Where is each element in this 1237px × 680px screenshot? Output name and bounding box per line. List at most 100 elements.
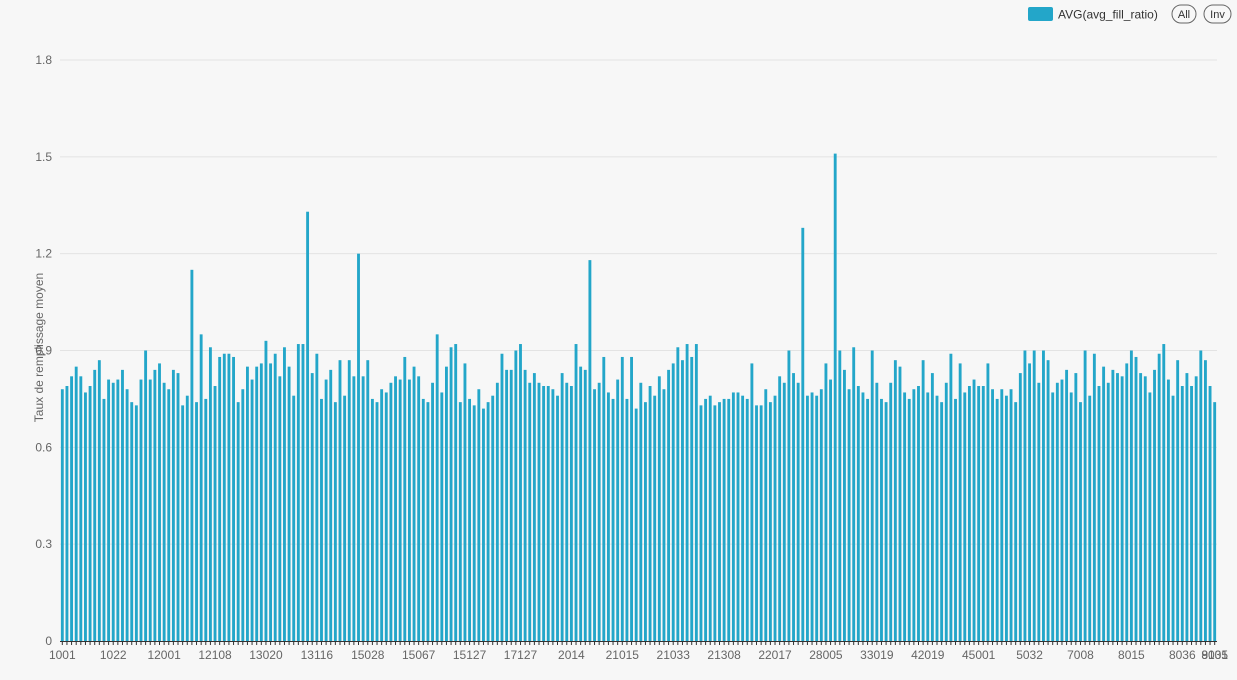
bar[interactable] [407, 379, 411, 641]
bar[interactable] [893, 360, 897, 641]
legend[interactable]: AVG(avg_fill_ratio) All Inv [1028, 4, 1232, 24]
bar[interactable] [1204, 360, 1207, 641]
bar[interactable] [74, 366, 78, 641]
bar[interactable] [79, 376, 83, 641]
bar[interactable] [639, 382, 643, 641]
bar[interactable] [722, 398, 726, 641]
bar[interactable] [310, 373, 314, 641]
bar[interactable] [148, 379, 152, 641]
bar[interactable] [144, 350, 148, 642]
bar[interactable] [532, 373, 536, 641]
bar[interactable] [1046, 360, 1050, 641]
bar[interactable] [320, 398, 323, 641]
bar[interactable] [259, 363, 263, 641]
legend-label[interactable]: AVG(avg_fill_ratio) [1058, 8, 1158, 22]
bar[interactable] [782, 382, 786, 641]
bar[interactable] [986, 363, 990, 641]
bar[interactable] [537, 382, 541, 641]
bar[interactable] [644, 402, 647, 641]
bar[interactable] [167, 389, 171, 641]
bar[interactable] [130, 402, 134, 641]
bar[interactable] [273, 353, 277, 641]
bar[interactable] [394, 376, 397, 641]
bar[interactable] [1116, 373, 1119, 641]
bar[interactable] [745, 398, 749, 641]
bar[interactable] [264, 340, 268, 641]
bar[interactable] [477, 389, 481, 641]
bar[interactable] [949, 353, 953, 641]
bar[interactable] [676, 347, 680, 641]
bar[interactable] [1134, 356, 1138, 641]
bar[interactable] [731, 392, 735, 641]
bar[interactable] [768, 402, 772, 641]
bar[interactable] [296, 344, 300, 641]
bar[interactable] [699, 405, 703, 641]
bar[interactable] [764, 389, 768, 641]
bar[interactable] [630, 356, 633, 641]
bar[interactable] [1004, 395, 1008, 641]
bar[interactable] [380, 389, 384, 641]
legend-invert-label[interactable]: Inv [1210, 9, 1225, 21]
bar[interactable] [269, 363, 273, 641]
bar[interactable] [449, 347, 453, 641]
bar[interactable] [500, 353, 504, 641]
bar[interactable] [426, 402, 430, 641]
bar[interactable] [542, 386, 546, 641]
bar[interactable] [278, 376, 282, 641]
bar[interactable] [852, 347, 856, 641]
bar[interactable] [838, 350, 842, 642]
bar[interactable] [176, 373, 180, 641]
bar[interactable] [1157, 353, 1161, 641]
bar[interactable] [162, 382, 166, 641]
bar[interactable] [347, 360, 351, 641]
bar[interactable] [158, 363, 161, 641]
bar[interactable] [787, 350, 791, 642]
bar[interactable] [995, 398, 999, 641]
bar[interactable] [315, 353, 319, 641]
bar[interactable] [352, 376, 356, 641]
bar[interactable] [519, 344, 522, 641]
bar[interactable] [856, 386, 860, 641]
bar[interactable] [111, 382, 115, 641]
bar[interactable] [963, 392, 967, 641]
bar[interactable] [981, 386, 985, 641]
bar[interactable] [958, 363, 962, 641]
bar[interactable] [912, 389, 916, 641]
bar[interactable] [102, 398, 106, 641]
bar[interactable] [907, 398, 911, 641]
bar[interactable] [944, 382, 948, 641]
bar[interactable] [139, 379, 143, 641]
bar[interactable] [833, 153, 837, 642]
bar[interactable] [241, 389, 245, 641]
bar[interactable] [306, 211, 310, 641]
bar[interactable] [454, 344, 458, 641]
bar[interactable] [977, 386, 981, 641]
bar[interactable] [232, 356, 235, 641]
bar[interactable] [620, 356, 624, 641]
bar[interactable] [287, 366, 291, 641]
bar[interactable] [1199, 350, 1203, 642]
bar[interactable] [1153, 369, 1156, 641]
bar[interactable] [398, 379, 402, 641]
bar[interactable] [171, 369, 175, 641]
bar[interactable] [421, 398, 425, 641]
bar[interactable] [991, 389, 994, 641]
bar-series[interactable] [60, 153, 1217, 642]
bar[interactable] [1194, 376, 1198, 641]
bar[interactable] [505, 369, 509, 641]
bar[interactable] [181, 405, 185, 641]
bar[interactable] [236, 402, 240, 641]
bar[interactable] [435, 334, 439, 641]
bar[interactable] [1074, 373, 1078, 641]
bar[interactable] [1009, 389, 1013, 641]
bar[interactable] [681, 360, 684, 641]
bar[interactable] [551, 389, 555, 641]
bar[interactable] [472, 405, 476, 641]
bar[interactable] [1023, 350, 1027, 642]
bar[interactable] [60, 389, 64, 641]
bar[interactable] [509, 369, 513, 641]
bar[interactable] [190, 269, 194, 641]
bar[interactable] [292, 395, 296, 641]
bar[interactable] [1055, 382, 1059, 641]
bar[interactable] [866, 398, 870, 641]
